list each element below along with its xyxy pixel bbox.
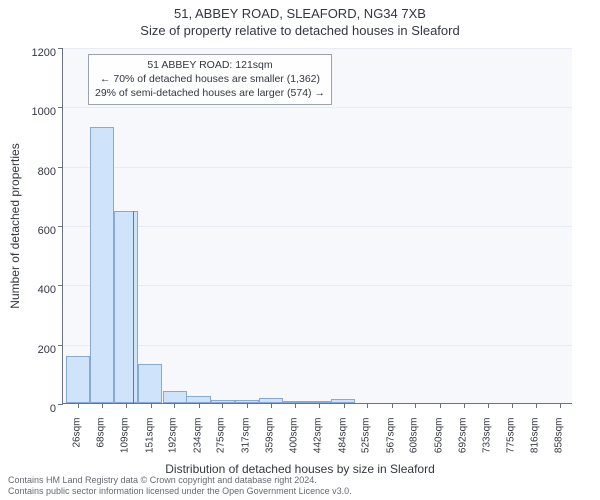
x-tick-label: 858sqm <box>554 418 565 462</box>
x-tick-mark <box>344 403 345 408</box>
x-tick-label: 816sqm <box>529 418 540 462</box>
x-tick-mark <box>392 403 393 408</box>
x-tick-label: 775sqm <box>506 418 517 462</box>
histogram-bar <box>186 396 210 403</box>
x-tick-mark <box>319 403 320 408</box>
footer-line-1: Contains HM Land Registry data © Crown c… <box>8 475 352 486</box>
x-tick-label: 525sqm <box>361 418 372 462</box>
x-tick-mark <box>151 403 152 408</box>
histogram-bar <box>114 211 138 403</box>
histogram-bar <box>163 391 187 403</box>
gridline <box>63 107 572 108</box>
x-tick-label: 400sqm <box>288 418 299 462</box>
y-tick-mark <box>58 404 63 405</box>
x-tick-mark <box>512 403 513 408</box>
x-tick-mark <box>488 403 489 408</box>
y-tick-label: 400 <box>16 284 56 296</box>
x-tick-label: 192sqm <box>168 418 179 462</box>
gridline <box>63 167 572 168</box>
y-tick-mark <box>58 167 63 168</box>
x-tick-label: 109sqm <box>120 418 131 462</box>
x-tick-mark <box>102 403 103 408</box>
x-tick-label: 26sqm <box>72 418 83 462</box>
gridline <box>63 345 572 346</box>
annotation-box: 51 ABBEY ROAD: 121sqm← 70% of detached h… <box>88 54 332 105</box>
x-tick-mark <box>295 403 296 408</box>
x-tick-label: 68sqm <box>96 418 107 462</box>
y-tick-mark <box>58 48 63 49</box>
x-tick-mark <box>199 403 200 408</box>
x-tick-mark <box>78 403 79 408</box>
chart-area: 51 ABBEY ROAD: 121sqm← 70% of detached h… <box>62 48 572 404</box>
histogram-bar <box>138 364 162 403</box>
y-tick-label: 1200 <box>16 47 56 59</box>
x-tick-label: 151sqm <box>144 418 155 462</box>
x-tick-mark <box>247 403 248 408</box>
gridline <box>63 285 572 286</box>
y-tick-mark <box>58 345 63 346</box>
x-tick-mark <box>271 403 272 408</box>
y-tick-mark <box>58 107 63 108</box>
x-tick-label: 650sqm <box>433 418 444 462</box>
address-line: 51, ABBEY ROAD, SLEAFORD, NG34 7XB <box>0 6 600 21</box>
x-tick-mark <box>536 403 537 408</box>
x-tick-label: 234sqm <box>192 418 203 462</box>
x-tick-label: 733sqm <box>481 418 492 462</box>
x-tick-mark <box>367 403 368 408</box>
histogram-bar <box>66 356 90 403</box>
x-tick-mark <box>560 403 561 408</box>
y-tick-mark <box>58 285 63 286</box>
annotation-line: 51 ABBEY ROAD: 121sqm <box>95 58 325 72</box>
x-tick-label: 317sqm <box>240 418 251 462</box>
header: 51, ABBEY ROAD, SLEAFORD, NG34 7XB Size … <box>0 0 600 38</box>
x-tick-mark <box>415 403 416 408</box>
x-tick-label: 275sqm <box>216 418 227 462</box>
annotation-line: 29% of semi-detached houses are larger (… <box>95 86 325 100</box>
x-tick-label: 692sqm <box>458 418 469 462</box>
x-tick-label: 442sqm <box>313 418 324 462</box>
gridline <box>63 48 572 49</box>
y-tick-label: 600 <box>16 225 56 237</box>
footer: Contains HM Land Registry data © Crown c… <box>8 475 352 498</box>
x-tick-label: 359sqm <box>265 418 276 462</box>
histogram-bar <box>90 127 114 403</box>
y-tick-label: 1000 <box>16 106 56 118</box>
x-tick-mark <box>464 403 465 408</box>
y-tick-label: 800 <box>16 166 56 178</box>
x-tick-mark <box>440 403 441 408</box>
annotation-line: ← 70% of detached houses are smaller (1,… <box>95 72 325 86</box>
x-tick-mark <box>174 403 175 408</box>
y-tick-label: 200 <box>16 344 56 356</box>
gridline <box>63 226 572 227</box>
x-tick-label: 608sqm <box>409 418 420 462</box>
y-tick-label: 0 <box>16 403 56 415</box>
subtitle-line: Size of property relative to detached ho… <box>0 23 600 38</box>
footer-line-2: Contains public sector information licen… <box>8 486 352 497</box>
x-tick-mark <box>126 403 127 408</box>
x-tick-mark <box>222 403 223 408</box>
reference-line <box>133 211 134 403</box>
y-tick-mark <box>58 226 63 227</box>
x-tick-label: 484sqm <box>337 418 348 462</box>
x-tick-label: 567sqm <box>385 418 396 462</box>
